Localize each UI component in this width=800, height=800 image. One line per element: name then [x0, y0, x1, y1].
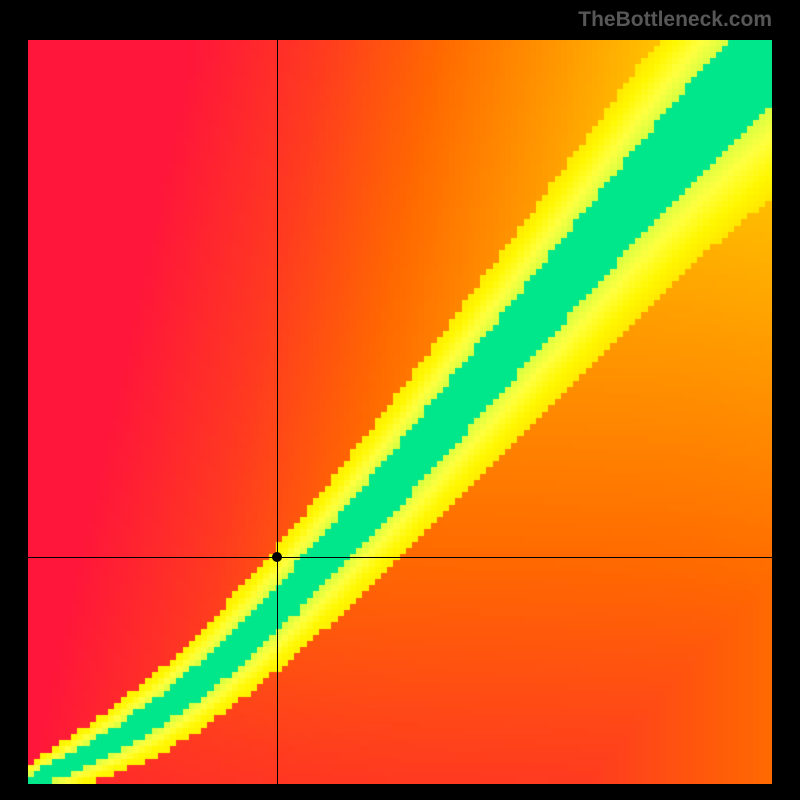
crosshair-horizontal — [28, 557, 772, 558]
crosshair-vertical — [277, 40, 278, 784]
heatmap-plot — [28, 40, 772, 784]
chart-container: TheBottleneck.com — [0, 0, 800, 800]
crosshair-marker — [272, 552, 282, 562]
heatmap-canvas — [28, 40, 772, 784]
watermark-text: TheBottleneck.com — [578, 8, 772, 32]
